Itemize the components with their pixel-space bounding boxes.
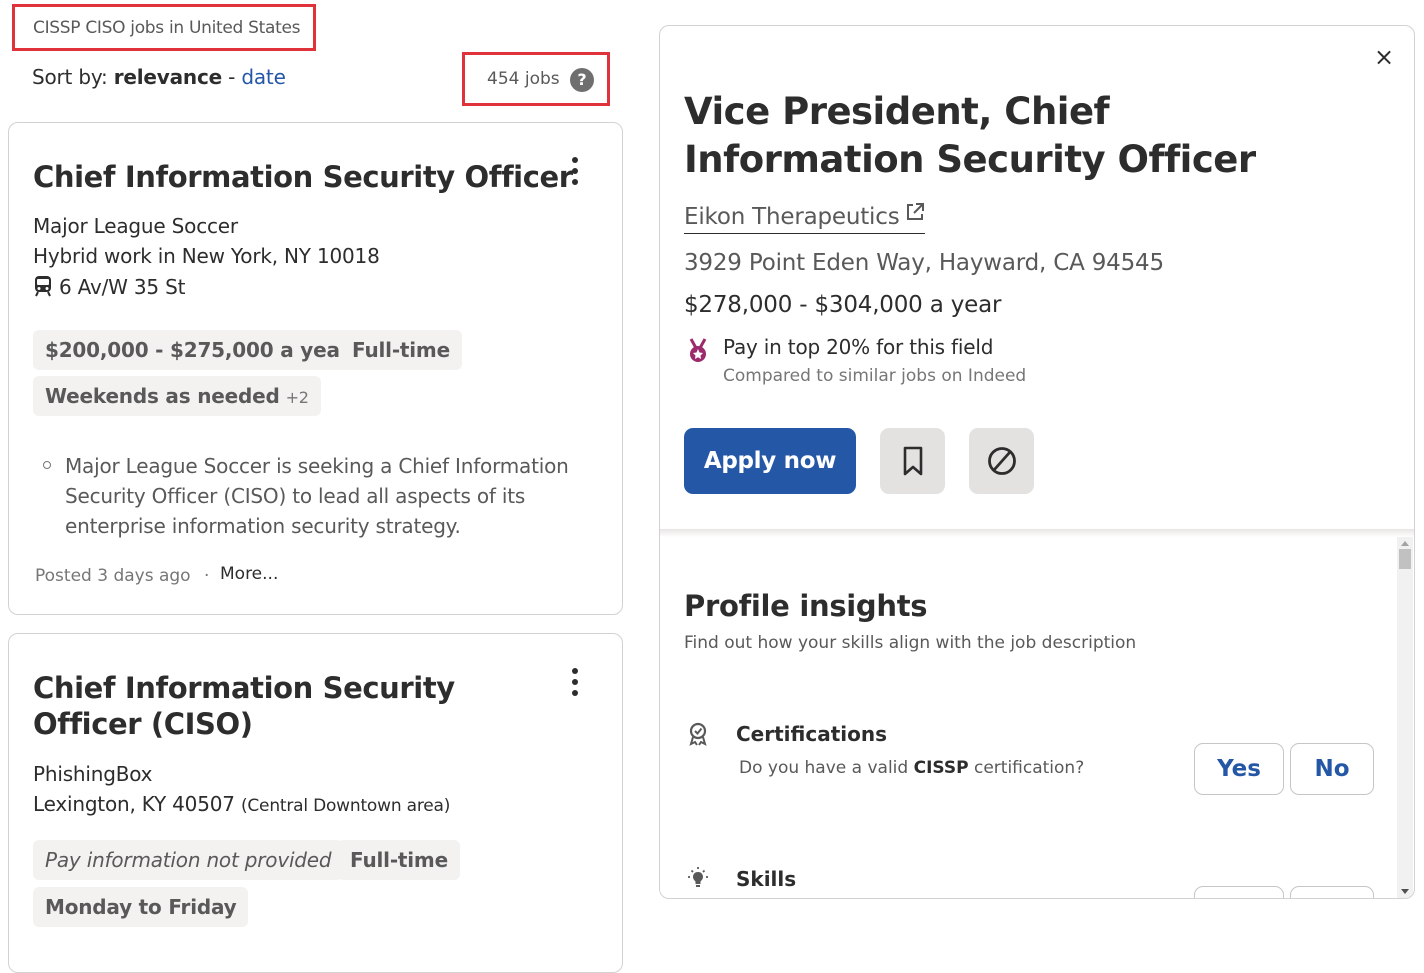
not-interested-icon: [988, 447, 1016, 475]
detail-company-name[interactable]: Eikon Therapeutics: [684, 204, 900, 230]
sort-date-link[interactable]: date: [241, 65, 286, 89]
salary-tag: Pay information not provided: [33, 840, 344, 880]
job-card[interactable]: Chief Information Security Officer (CISO…: [8, 633, 623, 973]
lightbulb-icon: [688, 867, 708, 887]
job-snippet: Major League Soccer is seeking a Chief I…: [65, 454, 569, 538]
more-link[interactable]: More...: [220, 564, 279, 584]
scrollbar[interactable]: [1397, 537, 1413, 898]
schedule-tag: Weekends as needed +2: [33, 376, 321, 416]
yes-button[interactable]: Yes: [1194, 743, 1284, 795]
job-location-area: (Central Downtown area): [240, 796, 451, 816]
job-type-tag: Full-time: [340, 330, 462, 370]
posted-text: Posted 3 days ago: [35, 566, 191, 586]
job-location: Hybrid work in New York, NY 10018: [33, 244, 380, 268]
pay-insight-sub: Compared to similar jobs on Indeed: [723, 366, 1027, 386]
job-type-tag: Full-time: [338, 840, 460, 880]
detail-address: 3929 Point Eden Way, Hayward, CA 94545: [684, 250, 1164, 276]
cert-question: Do you have a valid CISSP certification?: [739, 758, 1084, 778]
detail-company-link[interactable]: Eikon Therapeutics: [684, 202, 926, 234]
not-interested-button[interactable]: [969, 428, 1034, 494]
profile-insights-subtitle: Find out how your skills align with the …: [684, 633, 1137, 653]
salary-tag: $200,000 - $275,000 a year: [33, 330, 362, 370]
sort-controls: Sort by: relevance - date: [32, 65, 286, 89]
company-name: Major League Soccer: [33, 214, 238, 238]
save-job-button[interactable]: [880, 428, 945, 494]
cert-question-pre: Do you have a valid: [739, 758, 909, 778]
schedule-tag: Monday to Friday: [33, 887, 249, 927]
job-title[interactable]: Chief Information Security Officer (CISO…: [33, 671, 455, 741]
sort-relevance: relevance: [113, 65, 222, 89]
certifications-label: Certifications: [736, 722, 887, 746]
schedule-tag-label: Weekends as needed: [45, 384, 280, 408]
transit-info: 6 Av/W 35 St: [33, 275, 185, 299]
kebab-menu-icon[interactable]: [566, 668, 584, 702]
cert-question-post: certification?: [973, 758, 1085, 778]
detail-salary: $278,000 - $304,000 a year: [684, 292, 1002, 318]
job-title[interactable]: Chief Information Security Officer: [33, 160, 573, 194]
scroll-down-arrow[interactable]: [1401, 889, 1409, 894]
results-count-box: 454 jobs ?: [462, 52, 610, 106]
section-divider: [660, 529, 1414, 537]
close-icon[interactable]: ×: [1373, 43, 1395, 71]
certification-icon: [689, 722, 707, 746]
scroll-up-arrow[interactable]: [1401, 541, 1409, 546]
medal-icon: [689, 338, 707, 362]
snippet-bullet: [43, 461, 51, 469]
kebab-menu-icon[interactable]: [566, 157, 584, 191]
skills-label: Skills: [736, 867, 797, 891]
job-card[interactable]: Chief Information Security Officer Major…: [8, 122, 623, 615]
no-button[interactable]: No: [1290, 743, 1374, 795]
scrollbar-thumb[interactable]: [1399, 549, 1411, 569]
separator-dot: ·: [204, 566, 210, 586]
transit-stop: 6 Av/W 35 St: [59, 275, 186, 299]
job-detail-panel: × Vice President, Chief Information Secu…: [659, 25, 1415, 899]
apply-now-button[interactable]: Apply now: [684, 428, 856, 494]
search-query-text: CISSP CISO jobs in United States: [33, 18, 301, 38]
sort-prefix: Sort by:: [32, 65, 108, 89]
company-name: PhishingBox: [33, 762, 153, 786]
external-link-icon: [907, 203, 925, 220]
search-query-header: CISSP CISO jobs in United States: [12, 4, 316, 51]
more-tags-count: +2: [285, 388, 309, 407]
cert-question-cert: CISSP: [913, 758, 969, 778]
transit-icon: [35, 276, 51, 297]
job-location-text: Lexington, KY 40507: [33, 792, 235, 816]
detail-job-title: Vice President, Chief Information Securi…: [684, 90, 1256, 181]
skills-no-button[interactable]: [1290, 886, 1374, 898]
pay-insight: Pay in top 20% for this field: [723, 335, 994, 359]
posted-date: Posted 3 days ago ·: [35, 566, 209, 586]
profile-insights-title: Profile insights: [684, 589, 928, 623]
detail-scroll-area[interactable]: Profile insights Find out how your skill…: [660, 537, 1414, 898]
sort-separator: -: [228, 65, 236, 89]
bookmark-icon: [903, 446, 923, 476]
help-icon[interactable]: ?: [570, 68, 594, 92]
skills-yes-button[interactable]: [1194, 886, 1284, 898]
job-location: Lexington, KY 40507 (Central Downtown ar…: [33, 792, 450, 816]
results-count: 454 jobs: [487, 69, 560, 89]
